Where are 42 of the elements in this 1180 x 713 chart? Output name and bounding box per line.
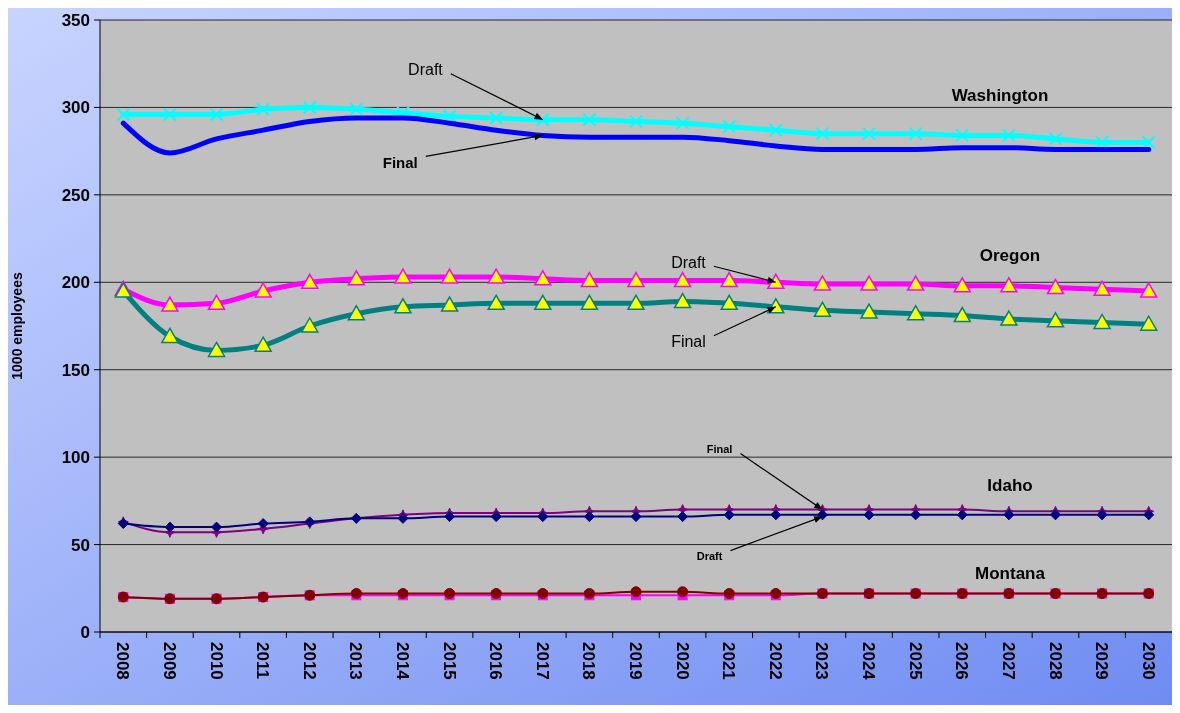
x-tick-label: 2025 bbox=[905, 642, 925, 680]
x-tick-label: 2023 bbox=[812, 642, 832, 680]
x-tick-label: 2016 bbox=[486, 642, 506, 680]
x-tick-label: 2030 bbox=[1138, 642, 1158, 680]
x-tick-label: 2020 bbox=[672, 642, 692, 680]
annotation: Draft bbox=[696, 550, 723, 563]
x-tick-label: 2011 bbox=[253, 642, 273, 679]
x-tick-label: 2014 bbox=[393, 642, 413, 681]
annotation: Idaho bbox=[987, 475, 1033, 495]
x-tick-label: 2018 bbox=[579, 642, 599, 680]
y-tick-label: 200 bbox=[61, 273, 90, 293]
y-tick-label: 150 bbox=[61, 360, 90, 380]
y-tick-label: 300 bbox=[61, 98, 90, 118]
x-tick-label: 2015 bbox=[439, 642, 459, 680]
x-tick-label: 2024 bbox=[859, 642, 879, 681]
y-axis-title: 1000 employees bbox=[9, 272, 25, 380]
x-tick-label: 2010 bbox=[206, 642, 226, 680]
x-tick-label: 2021 bbox=[719, 642, 739, 680]
x-tick-label: 2009 bbox=[159, 642, 179, 680]
annotation: Montana bbox=[975, 563, 1046, 583]
annotation: Draft bbox=[408, 61, 444, 79]
annotation: Oregon bbox=[979, 245, 1041, 265]
y-tick-label: 350 bbox=[61, 10, 90, 30]
annotation: Final bbox=[671, 333, 706, 351]
annotation: Final bbox=[382, 153, 418, 171]
x-tick-label: 2008 bbox=[113, 642, 133, 680]
x-tick-label: 2017 bbox=[532, 642, 552, 680]
annotation: Final bbox=[706, 443, 733, 456]
y-tick-label: 50 bbox=[71, 535, 90, 555]
annotation: Washington bbox=[951, 85, 1049, 105]
x-tick-label: 2013 bbox=[346, 642, 366, 680]
y-tick-label: 250 bbox=[61, 185, 90, 205]
x-tick-label: 2012 bbox=[299, 642, 319, 680]
annotation: Draft bbox=[671, 253, 707, 271]
x-tick-label: 2027 bbox=[998, 642, 1018, 680]
y-tick-label: 100 bbox=[61, 448, 90, 468]
x-tick-label: 2028 bbox=[1045, 642, 1065, 680]
x-tick-label: 2029 bbox=[1092, 642, 1112, 680]
x-tick-label: 2022 bbox=[765, 642, 785, 680]
x-tick-label: 2026 bbox=[952, 642, 972, 680]
x-tick-label: 2019 bbox=[626, 642, 646, 680]
y-tick-label: 0 bbox=[80, 622, 90, 642]
